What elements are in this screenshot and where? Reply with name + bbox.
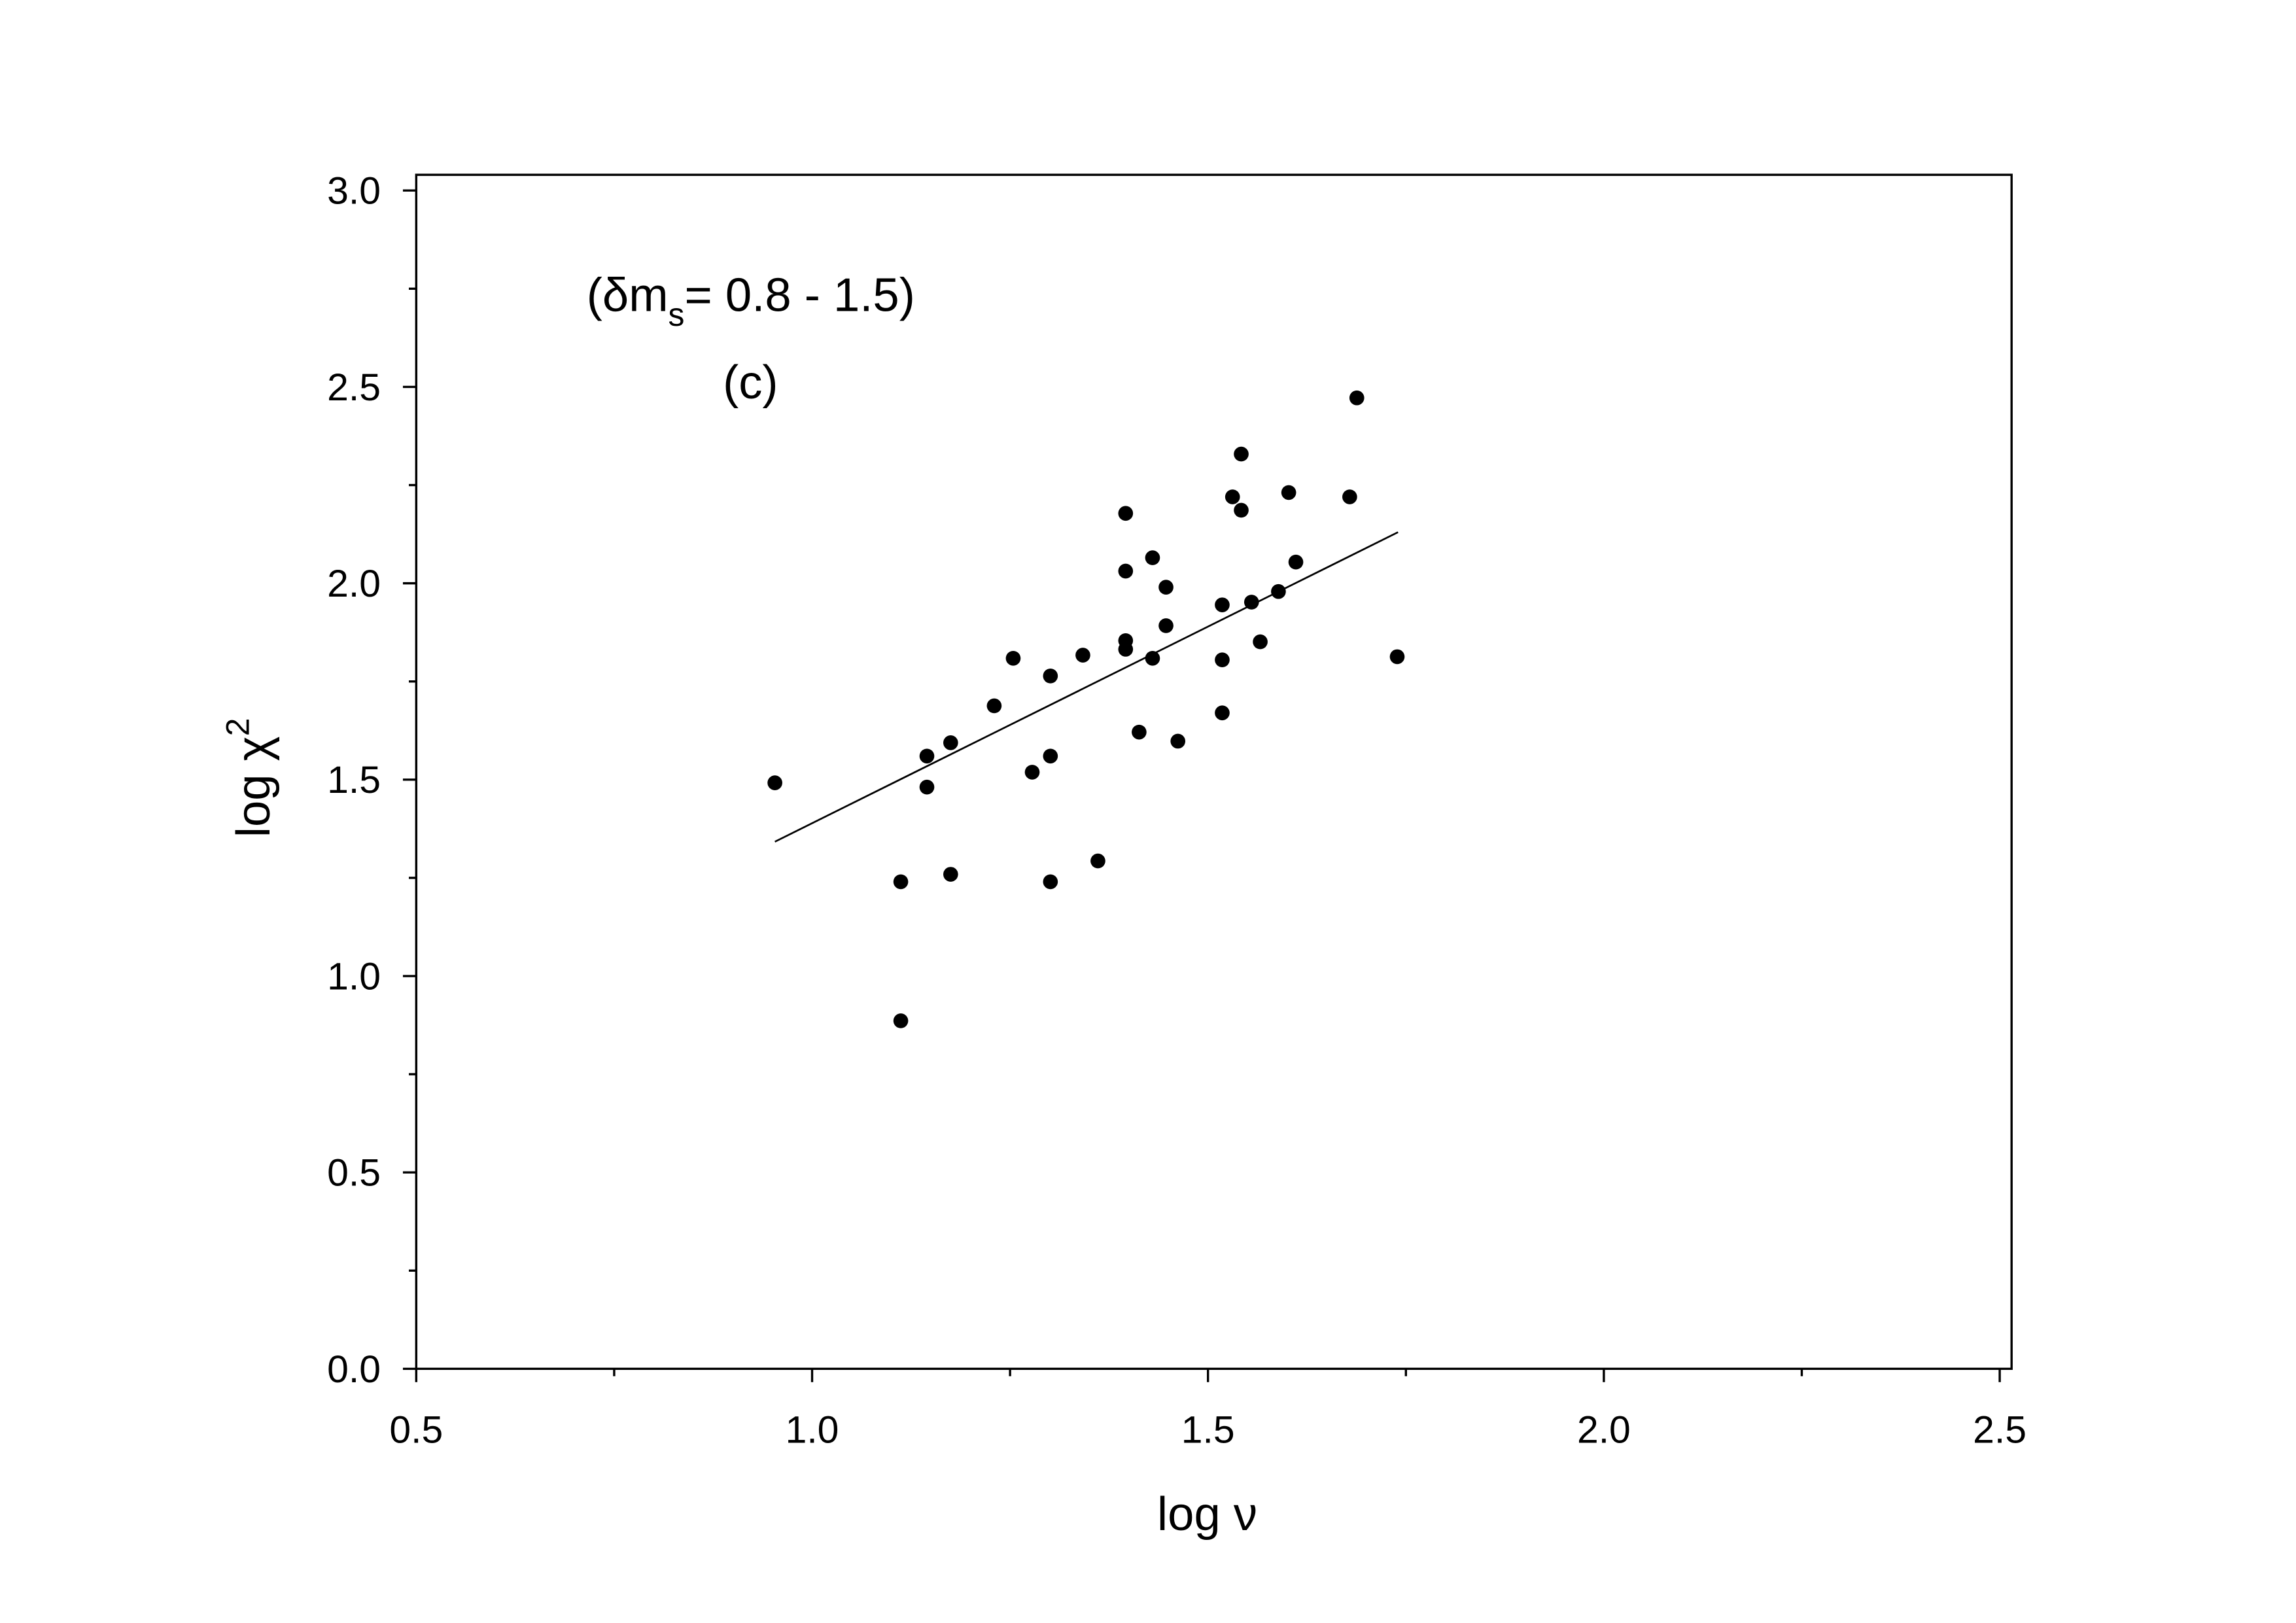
point: [1170, 733, 1186, 749]
point: [1132, 724, 1147, 740]
point: [1145, 650, 1160, 666]
y-axis-label: log χ2: [219, 718, 280, 838]
annotation-prefix: (δm: [587, 269, 669, 322]
panel-label: (c): [723, 356, 778, 409]
annotation-suffix: = 0.8 - 1.5): [684, 269, 914, 322]
point: [1225, 489, 1240, 504]
point: [767, 775, 782, 790]
y-tick-label: 2.5: [327, 366, 381, 409]
point: [1118, 506, 1134, 521]
point: [1043, 748, 1058, 764]
point: [1075, 648, 1090, 663]
y-tick-label: 3.0: [327, 170, 381, 213]
point: [1043, 668, 1058, 684]
y-axis-label-main: log χ: [227, 736, 280, 837]
y-tick-label: 1.5: [327, 759, 381, 801]
x-tick-label: 1.0: [786, 1409, 839, 1452]
point: [893, 1013, 909, 1028]
point: [1118, 642, 1134, 657]
point: [1253, 634, 1268, 650]
point: [1271, 584, 1286, 599]
x-tick-label: 2.0: [1577, 1409, 1631, 1452]
y-axis-label-sup: 2: [219, 718, 256, 737]
point: [943, 735, 958, 750]
point: [1234, 502, 1249, 518]
x-tick-label: 2.5: [1973, 1409, 2026, 1452]
y-tick-label: 1.0: [327, 955, 381, 998]
point: [1288, 554, 1304, 570]
y-tick-label: 0.0: [327, 1348, 381, 1391]
x-tick-label: 1.5: [1181, 1409, 1235, 1452]
point: [919, 779, 935, 795]
point: [1244, 595, 1259, 610]
point: [1145, 550, 1160, 565]
fit-line: [774, 531, 1399, 843]
point: [1234, 446, 1249, 462]
y-tick-label: 0.5: [327, 1152, 381, 1195]
point: [1281, 485, 1296, 500]
point: [986, 698, 1002, 714]
plot-frame: [415, 173, 2013, 1370]
point: [1215, 705, 1230, 721]
y-tick-label: 2.0: [327, 563, 381, 605]
annotation-subscript: s: [669, 296, 685, 333]
point: [1158, 618, 1174, 633]
point: [1215, 652, 1230, 668]
annotation: (δms= 0.8 - 1.5): [587, 269, 915, 334]
point: [1043, 874, 1058, 890]
point: [1389, 649, 1405, 665]
x-axis-label: log ν: [1157, 1488, 1257, 1541]
point: [943, 867, 958, 882]
point: [1024, 765, 1040, 780]
point: [1090, 853, 1105, 869]
point: [1118, 563, 1134, 579]
point: [1005, 650, 1021, 666]
point: [1349, 390, 1365, 406]
point: [919, 748, 935, 764]
point: [1215, 597, 1230, 612]
point: [1342, 489, 1357, 504]
point: [1158, 580, 1174, 595]
x-tick-label: 0.5: [389, 1409, 443, 1452]
point: [893, 874, 909, 890]
